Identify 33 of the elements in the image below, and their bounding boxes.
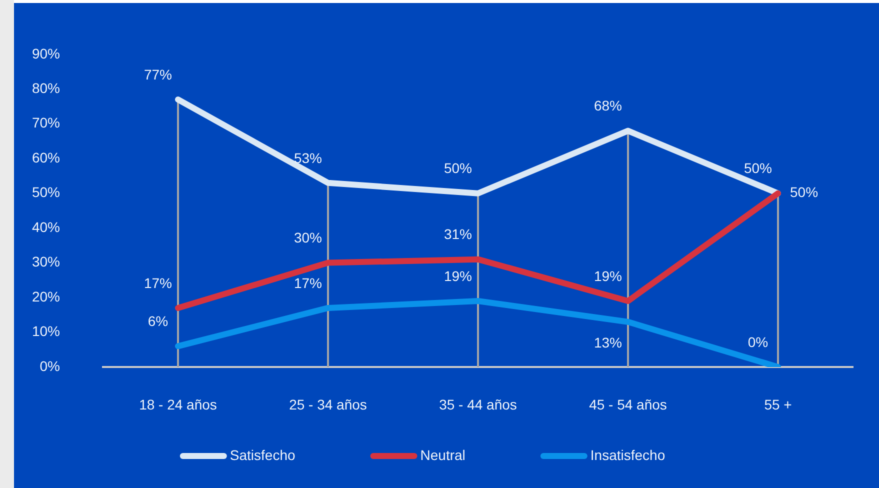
y-tick-label: 80% bbox=[32, 80, 60, 96]
x-tick-label: 35 - 44 años bbox=[439, 396, 517, 412]
y-tick-label: 60% bbox=[32, 149, 60, 166]
data-label: 50% bbox=[744, 160, 772, 176]
data-label: 13% bbox=[594, 334, 622, 351]
data-label: 68% bbox=[594, 98, 622, 114]
data-label: 31% bbox=[444, 226, 472, 242]
data-label: 17% bbox=[294, 274, 322, 291]
y-tick-label: 0% bbox=[40, 358, 60, 374]
y-tick-label: 30% bbox=[32, 254, 60, 270]
data-label: 50% bbox=[444, 160, 472, 176]
x-tick-label: 45 - 54 años bbox=[589, 396, 667, 412]
y-tick-label: 50% bbox=[32, 184, 60, 200]
y-tick-label: 20% bbox=[32, 288, 60, 304]
data-label: 0% bbox=[748, 334, 768, 350]
data-label: 19% bbox=[444, 268, 472, 284]
legend-label: Neutral bbox=[420, 446, 466, 463]
data-label: 53% bbox=[294, 150, 322, 166]
data-label: 77% bbox=[144, 66, 172, 82]
data-label: 30% bbox=[294, 230, 322, 246]
y-tick-label: 10% bbox=[32, 323, 60, 340]
legend-label: Satisfecho bbox=[230, 446, 296, 463]
data-label: 19% bbox=[594, 268, 622, 284]
data-label: 6% bbox=[148, 313, 168, 330]
y-tick-label: 70% bbox=[32, 114, 60, 131]
x-tick-label: 18 - 24 años bbox=[139, 396, 217, 412]
y-tick-label: 90% bbox=[32, 45, 60, 62]
y-tick-label: 40% bbox=[32, 218, 60, 235]
legend-label: Insatisfecho bbox=[590, 446, 666, 463]
data-label: 50% bbox=[790, 184, 818, 200]
data-label: 17% bbox=[144, 274, 172, 291]
x-tick-label: 55 + bbox=[764, 396, 792, 412]
x-tick-label: 25 - 34 años bbox=[289, 396, 367, 412]
